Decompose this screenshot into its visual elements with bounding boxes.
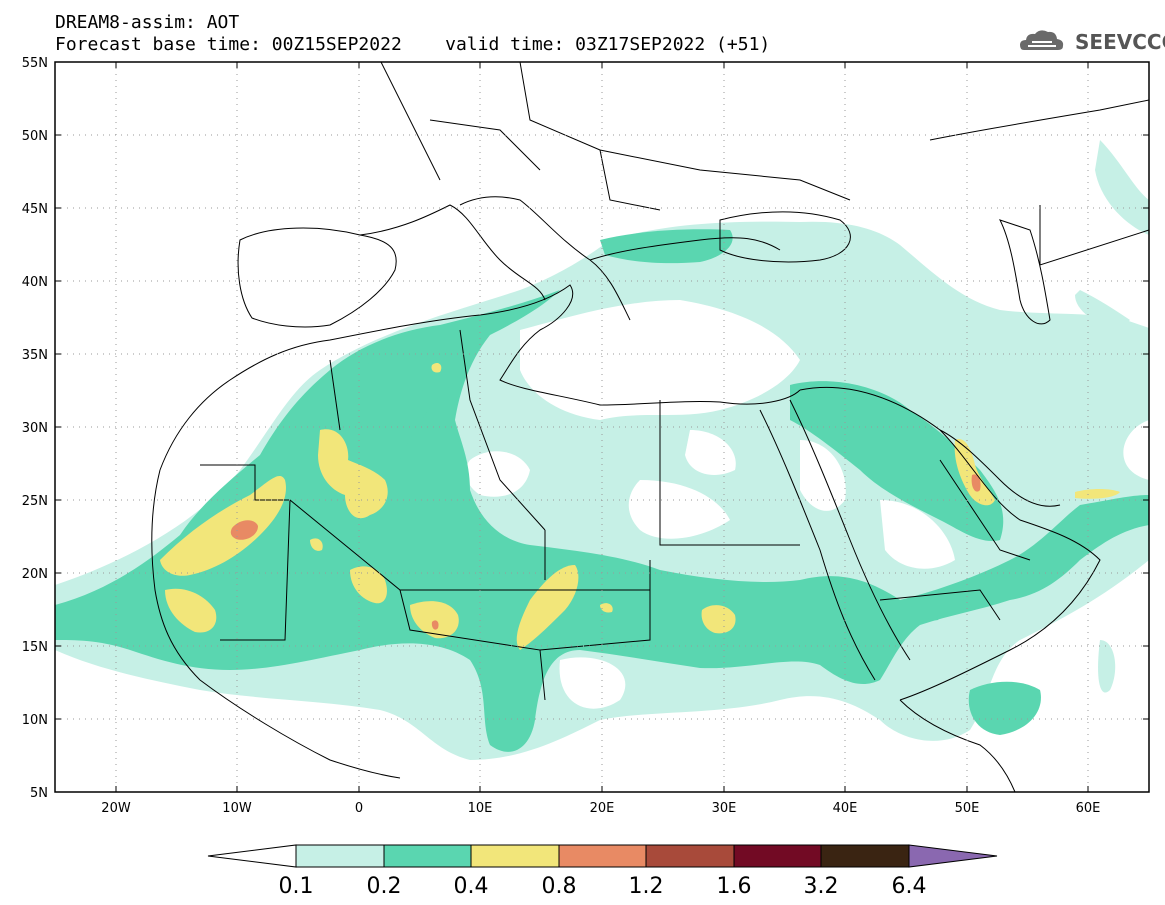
lat-label: 50N	[22, 129, 48, 144]
lon-label: 10E	[468, 801, 493, 816]
longitude-labels: 20W 10W 0 10E 20E 30E 40E 50E 60E	[101, 801, 1100, 816]
colorbar-swatch	[470, 844, 560, 868]
graticule	[55, 62, 1149, 792]
axis-ticks	[55, 61, 1149, 792]
colorbar	[207, 844, 998, 868]
aot-class-0-2-shading	[55, 229, 1149, 752]
colorbar-label: 0.2	[367, 874, 402, 899]
colorbar-swatch	[820, 844, 910, 868]
lon-label: 0	[355, 801, 363, 816]
colorbar-high-arrow	[908, 844, 998, 868]
colorbar-label: 1.2	[629, 874, 664, 899]
colorbar-label: 0.8	[542, 874, 577, 899]
lat-label: 35N	[22, 348, 48, 363]
lon-label: 20W	[101, 801, 131, 816]
low-aot-areas	[465, 300, 955, 709]
colorbar-label: 6.4	[892, 874, 927, 899]
colorbar-low-arrow	[207, 844, 297, 868]
lon-label: 60E	[1076, 801, 1101, 816]
lat-label: 55N	[22, 56, 48, 71]
lon-label: 30E	[712, 801, 737, 816]
lon-label: 40E	[833, 801, 858, 816]
lon-label: 10W	[222, 801, 252, 816]
logo-text: SEEVCCC	[1075, 30, 1165, 54]
lat-label: 45N	[22, 202, 48, 217]
seevccc-cloud-logo-icon	[1020, 30, 1064, 50]
colorbar-label: 3.2	[804, 874, 839, 899]
colorbar-labels: 0.1 0.2 0.4 0.8 1.2 1.6 3.2 6.4	[279, 874, 927, 899]
lat-label: 15N	[22, 640, 48, 655]
coastlines-and-borders	[151, 62, 1149, 792]
lat-label: 5N	[30, 786, 48, 801]
lat-label: 20N	[22, 567, 48, 582]
lat-label: 40N	[22, 275, 48, 290]
colorbar-swatch	[295, 844, 385, 868]
lon-label: 20E	[590, 801, 615, 816]
lat-label: 10N	[22, 713, 48, 728]
colorbar-label: 0.1	[279, 874, 314, 899]
lat-label: 25N	[22, 494, 48, 509]
colorbar-swatch	[733, 844, 822, 868]
latitude-labels: 55N 50N 45N 40N 35N 30N 25N 20N 15N 10N …	[22, 56, 48, 801]
aot-class-0-4-shading	[160, 362, 1120, 650]
colorbar-label: 1.6	[717, 874, 752, 899]
colorbar-swatch	[645, 844, 735, 868]
aot-class-0-8-shading	[230, 474, 981, 630]
lon-label: 50E	[955, 801, 980, 816]
colorbar-swatch	[558, 844, 647, 868]
colorbar-swatch	[383, 844, 472, 868]
lat-label: 30N	[22, 421, 48, 436]
forecast-time-line: Forecast base time: 00Z15SEP2022 valid t…	[55, 34, 771, 55]
colorbar-label: 0.4	[454, 874, 489, 899]
map-title: DREAM8-assim: AOT	[55, 12, 240, 33]
